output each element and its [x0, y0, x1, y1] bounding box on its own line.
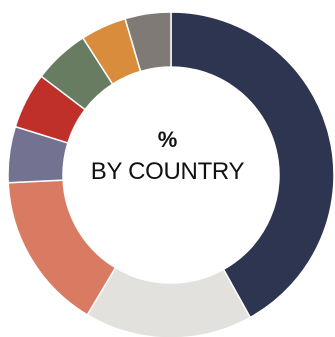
center-label-percent: %: [157, 127, 178, 152]
donut-slice-1: [170, 11, 335, 319]
donut-slice-3: [7, 179, 117, 316]
donut-slice-8: [124, 11, 172, 73]
donut-slice-2: [86, 266, 252, 337]
center-label-by-country: BY COUNTRY: [90, 158, 245, 185]
